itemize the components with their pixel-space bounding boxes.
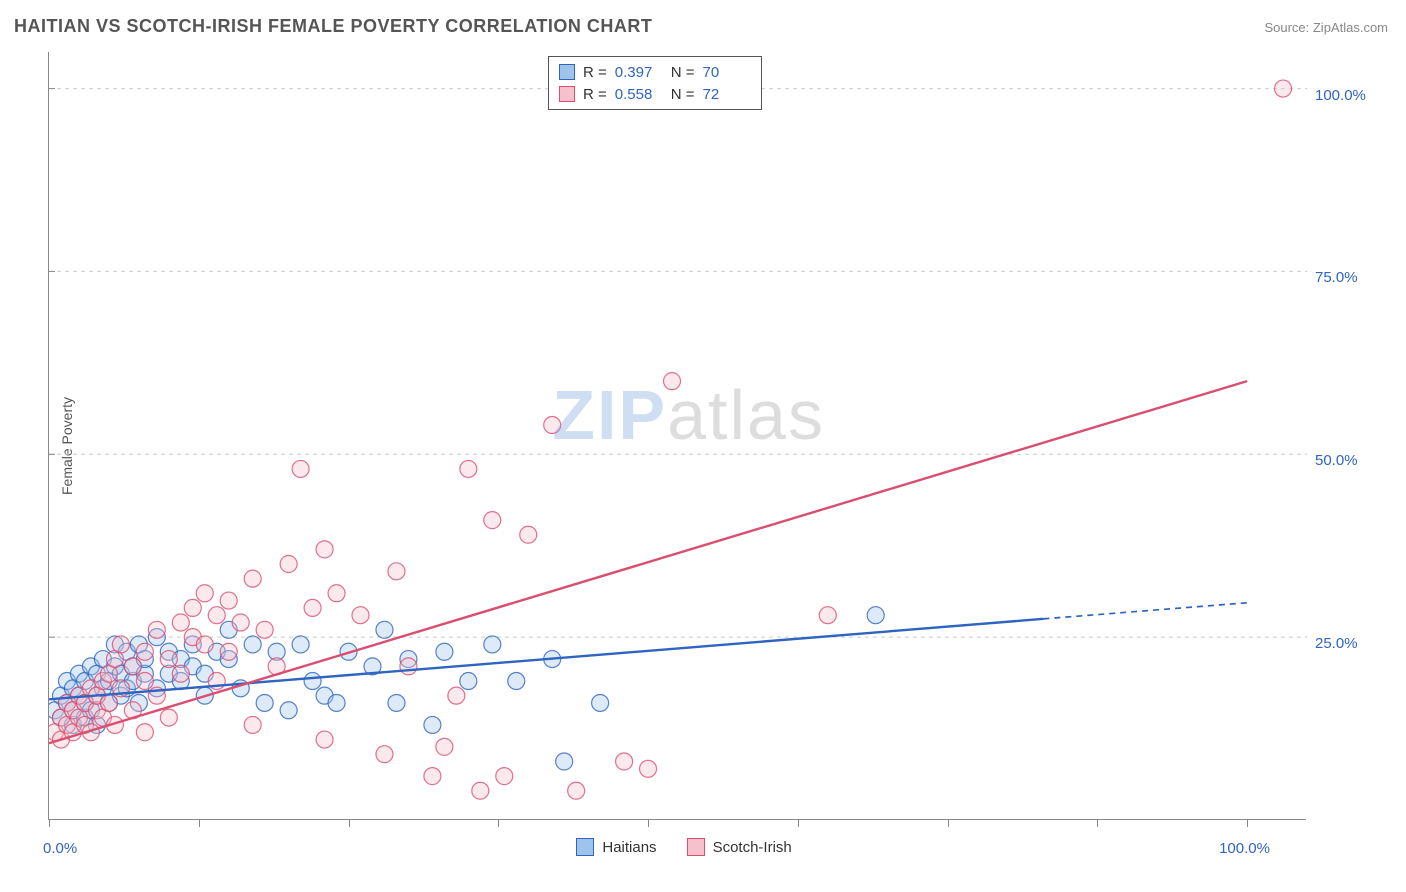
legend-swatch: [576, 838, 594, 856]
y-tick-label: 25.0%: [1315, 635, 1358, 652]
x-tick: [1247, 819, 1248, 827]
legend-n-value: 70: [703, 64, 751, 81]
source-attribution: Source: ZipAtlas.com: [1264, 20, 1388, 35]
series-name: Haitians: [602, 839, 656, 856]
x-tick-label: 100.0%: [1219, 840, 1270, 857]
legend-n-label: N =: [671, 64, 695, 81]
x-tick: [199, 819, 200, 827]
series-name: Scotch-Irish: [713, 839, 792, 856]
series-legend-item: Scotch-Irish: [687, 838, 792, 856]
legend-swatch: [559, 64, 575, 80]
scatter-svg: [49, 52, 1307, 820]
correlation-legend: R = 0.397 N = 70 R = 0.558 N = 72: [548, 56, 762, 110]
x-tick: [49, 819, 50, 827]
legend-r-label: R =: [583, 86, 607, 103]
legend-row: R = 0.558 N = 72: [559, 83, 751, 105]
legend-r-label: R =: [583, 64, 607, 81]
series-legend: Haitians Scotch-Irish: [576, 838, 791, 856]
legend-row: R = 0.397 N = 70: [559, 61, 751, 83]
x-tick: [798, 819, 799, 827]
legend-swatch: [559, 86, 575, 102]
x-tick: [349, 819, 350, 827]
x-tick: [1097, 819, 1098, 827]
series-legend-item: Haitians: [576, 838, 656, 856]
chart-frame: HAITIAN VS SCOTCH-IRISH FEMALE POVERTY C…: [0, 0, 1406, 892]
y-tick-label: 50.0%: [1315, 452, 1358, 469]
legend-r-value: 0.397: [615, 64, 663, 81]
legend-swatch: [687, 838, 705, 856]
plot-area: ZIPatlas R =0.397N =70R =0.558N =72 25.0…: [48, 52, 1306, 820]
y-tick-label: 75.0%: [1315, 269, 1358, 286]
legend-n-label: N =: [671, 86, 695, 103]
x-tick: [948, 819, 949, 827]
x-tick: [648, 819, 649, 827]
legend-n-value: 72: [703, 86, 751, 103]
x-tick: [498, 819, 499, 827]
x-tick-label: 0.0%: [43, 840, 77, 857]
y-tick-label: 100.0%: [1315, 87, 1366, 104]
legend-r-value: 0.558: [615, 86, 663, 103]
